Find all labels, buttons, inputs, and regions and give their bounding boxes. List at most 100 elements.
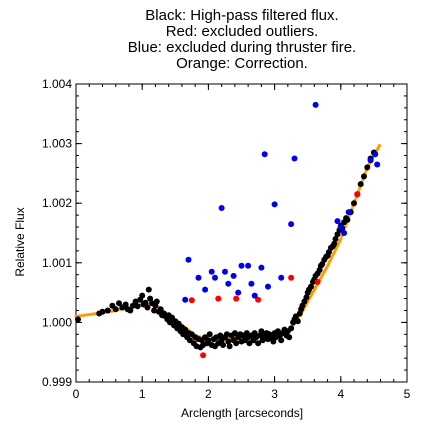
x-tick-label-2: 2 bbox=[205, 387, 212, 401]
black-point-144 bbox=[361, 173, 367, 180]
black-point-55 bbox=[205, 337, 212, 344]
y-tick-label-2: 1.001 bbox=[42, 256, 72, 270]
blue-point-13 bbox=[248, 280, 255, 287]
orange-correction-dot-239 bbox=[377, 144, 381, 148]
orange-correction-dot-3 bbox=[82, 313, 86, 317]
title-line-2: Red: excluded outliers. bbox=[166, 23, 319, 40]
orange-correction-dot-5 bbox=[88, 312, 92, 317]
title-line-4: Orange: Correction. bbox=[176, 55, 308, 72]
blue-point-14 bbox=[251, 292, 258, 299]
black-point-109 bbox=[294, 318, 301, 325]
black-point-10 bbox=[127, 307, 134, 314]
black-point-8 bbox=[122, 301, 129, 308]
blue-point-26 bbox=[345, 209, 352, 216]
black-point-0 bbox=[75, 316, 81, 323]
x-tick-label-1: 1 bbox=[139, 387, 146, 401]
y-tick-label-5: 1.004 bbox=[42, 77, 72, 91]
black-point-145 bbox=[364, 164, 371, 171]
black-point-87 bbox=[258, 328, 265, 335]
title-line-3: Blue: excluded during thruster fire. bbox=[128, 39, 356, 56]
y-tick-label-3: 1.002 bbox=[42, 196, 72, 210]
title-line-1: Black: High-pass filtered flux. bbox=[145, 7, 338, 24]
black-point-131 bbox=[331, 240, 338, 247]
red-point-6 bbox=[314, 278, 321, 285]
plot-area-frame bbox=[75, 83, 408, 383]
black-point-72 bbox=[233, 340, 240, 347]
orange-correction-dot-6 bbox=[90, 312, 95, 316]
red-point-4 bbox=[255, 296, 262, 303]
y-tick-label-4: 1.003 bbox=[42, 137, 72, 151]
black-point-15 bbox=[139, 292, 146, 299]
blue-point-18 bbox=[271, 201, 278, 208]
black-point-141 bbox=[351, 200, 357, 207]
black-point-64 bbox=[220, 342, 226, 348]
black-point-99 bbox=[278, 337, 285, 344]
orange-correction-dot-13 bbox=[110, 309, 114, 313]
x-tick-label-5: 5 bbox=[404, 387, 411, 401]
black-point-132 bbox=[332, 236, 339, 242]
chart-title: Black: High-pass filtered flux. Red: exc… bbox=[128, 7, 356, 72]
blue-point-12 bbox=[245, 262, 252, 269]
orange-correction-dot-7 bbox=[93, 312, 97, 316]
blue-point-23 bbox=[334, 218, 341, 225]
blue-point-27 bbox=[367, 157, 374, 164]
blue-point-6 bbox=[218, 205, 225, 211]
blue-point-0 bbox=[182, 296, 189, 303]
blue-point-24 bbox=[337, 224, 344, 230]
black-point-143 bbox=[357, 181, 364, 188]
black-point-2 bbox=[99, 308, 106, 315]
blue-point-8 bbox=[225, 280, 232, 287]
red-points-layer bbox=[188, 191, 361, 359]
black-point-139 bbox=[344, 216, 351, 223]
black-point-85 bbox=[255, 340, 262, 347]
x-tick-label-4: 4 bbox=[337, 387, 344, 401]
blue-point-9 bbox=[230, 272, 237, 279]
blue-points-layer bbox=[182, 101, 381, 303]
black-point-67 bbox=[225, 338, 232, 345]
black-points-layer bbox=[75, 149, 377, 351]
blue-point-5 bbox=[212, 274, 218, 281]
y-tick-label-1: 1.000 bbox=[42, 315, 72, 329]
black-point-22 bbox=[151, 307, 158, 314]
orange-correction-dot-204 bbox=[339, 237, 343, 241]
blue-point-15 bbox=[258, 264, 265, 271]
blue-point-19 bbox=[278, 274, 285, 281]
black-point-12 bbox=[132, 298, 139, 305]
black-point-20 bbox=[147, 295, 154, 302]
x-axis-label: Arclength [arcseconds] bbox=[181, 406, 303, 420]
blue-point-20 bbox=[288, 221, 295, 228]
blue-point-1 bbox=[185, 256, 192, 263]
black-point-105 bbox=[288, 325, 295, 332]
blue-point-10 bbox=[235, 289, 242, 296]
black-point-18 bbox=[144, 304, 151, 311]
y-axis-label: Relative Flux bbox=[13, 207, 27, 276]
y-axis-ticks: 0.999 1.000 1.001 1.002 1.003 1.004 bbox=[42, 77, 407, 389]
black-point-56 bbox=[206, 331, 213, 338]
blue-point-4 bbox=[208, 268, 215, 275]
black-point-68 bbox=[226, 343, 233, 350]
black-point-6 bbox=[116, 300, 122, 307]
red-point-1 bbox=[200, 352, 207, 359]
blue-point-21 bbox=[291, 155, 298, 162]
orange-correction-dot-221 bbox=[358, 186, 362, 190]
y-tick-label-0: 0.999 bbox=[42, 375, 72, 389]
blue-point-2 bbox=[195, 274, 202, 281]
blue-point-28 bbox=[372, 151, 379, 158]
blue-point-3 bbox=[202, 286, 209, 293]
black-point-17 bbox=[142, 299, 149, 306]
x-tick-label-3: 3 bbox=[271, 387, 278, 401]
black-point-117 bbox=[308, 283, 314, 290]
black-point-71 bbox=[231, 330, 238, 337]
x-axis-ticks: 0 1 2 3 4 5 bbox=[73, 84, 411, 401]
blue-point-16 bbox=[261, 151, 268, 158]
black-point-88 bbox=[259, 337, 266, 344]
black-point-19 bbox=[145, 286, 152, 293]
blue-point-7 bbox=[222, 268, 228, 275]
black-point-104 bbox=[286, 334, 293, 341]
red-point-7 bbox=[354, 191, 361, 198]
black-point-24 bbox=[153, 298, 160, 305]
orange-correction-dot-4 bbox=[85, 313, 89, 317]
blue-point-17 bbox=[265, 283, 271, 290]
red-point-3 bbox=[233, 295, 240, 302]
blue-point-22 bbox=[312, 101, 319, 108]
